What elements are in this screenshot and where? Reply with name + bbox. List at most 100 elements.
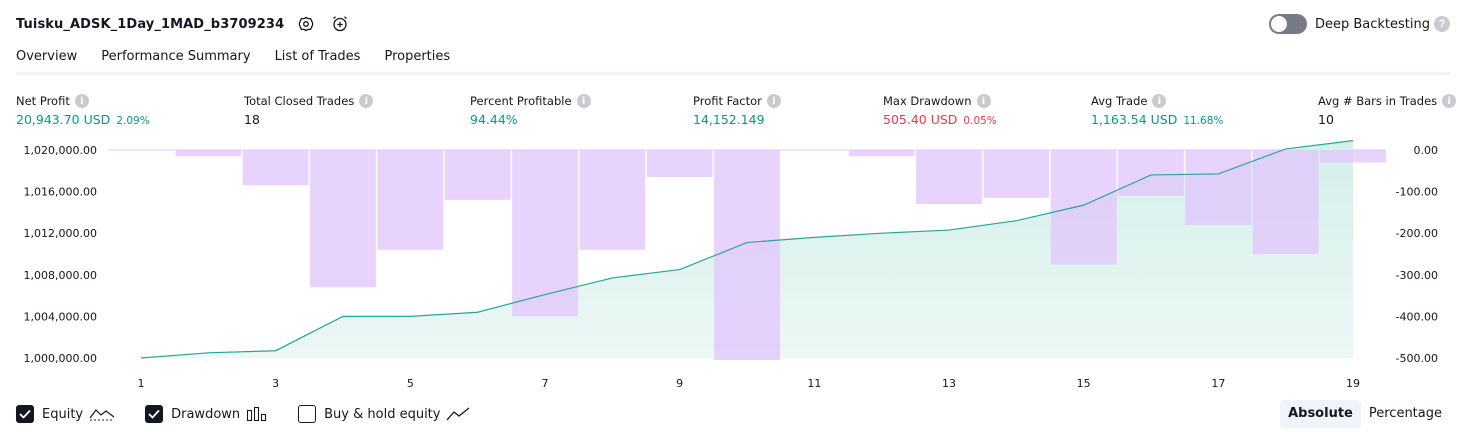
metric-avg-bars-in-trades: Avg # Bars in Trades i 10 <box>1318 93 1457 127</box>
y-left-tick-label: 1,020,000.00 <box>24 144 97 157</box>
deep-backtesting: Deep Backtesting ? <box>1268 12 1450 36</box>
drawdown-bar <box>781 150 848 151</box>
metric-label: Profit Factor <box>693 94 762 108</box>
tab-overview[interactable]: Overview <box>16 46 78 75</box>
metric-value: 20,943.70 USD <box>16 112 111 127</box>
drawdown-bar <box>512 150 578 317</box>
info-icon[interactable]: i <box>766 94 781 108</box>
metric-label: Net Profit <box>16 94 70 108</box>
metric-percent: 0.05% <box>963 115 997 127</box>
value-mode-toggle: Absolute Percentage <box>1280 400 1450 428</box>
info-icon[interactable]: i <box>359 94 374 108</box>
info-icon[interactable]: i <box>1442 94 1457 108</box>
tab-divider <box>16 72 1450 75</box>
buy-hold-line-icon <box>446 407 470 421</box>
tab-properties[interactable]: Properties <box>384 49 451 64</box>
absolute-button[interactable]: Absolute <box>1280 400 1361 428</box>
x-tick-label: 9 <box>676 377 683 390</box>
equity-drawdown-chart: 1,000,000.00 1,004,000.00 1,008,000.00 1,01… <box>24 140 1439 390</box>
x-tick-label: 17 <box>1211 377 1225 390</box>
metric-value: 18 <box>244 112 260 127</box>
tab-list-of-trades[interactable]: List of Trades <box>274 49 361 64</box>
metric-label: Avg Trade <box>1091 94 1148 108</box>
drawdown-bar <box>175 150 242 157</box>
drawdown-bar <box>916 150 982 205</box>
y-right-tick-label: 0.00 <box>1414 144 1439 157</box>
drawdown-bar <box>310 150 376 288</box>
metric-total-closed-trades: Total Closed Trades i 18 <box>244 93 374 127</box>
drawdown-bar <box>848 150 915 157</box>
y-right-tick-label: -200.00 <box>1396 227 1438 240</box>
y-right-tick-label: -400.00 <box>1396 310 1438 323</box>
x-tick-label: 13 <box>942 377 956 390</box>
metric-value: 1,163.54 USD <box>1091 112 1178 127</box>
metric-label: Max Drawdown <box>883 94 972 108</box>
drawdown-bar <box>1320 150 1386 163</box>
y-left-tick-label: 1,008,000.00 <box>24 269 97 282</box>
drawdown-bar <box>444 150 511 200</box>
equity-line <box>140 140 1354 359</box>
tab-bar: Overview Performance Summary List of Tra… <box>16 46 474 75</box>
drawdown-bars-icon <box>247 406 267 422</box>
tab-performance-summary[interactable]: Performance Summary <box>101 49 251 64</box>
chart-legend: Equity Drawdown Buy & hold equity <box>16 402 500 426</box>
info-icon[interactable]: i <box>74 94 89 108</box>
metric-percent-profitable: Percent Profitable i 94.44% <box>470 93 591 127</box>
metric-percent: 2.09% <box>116 115 150 127</box>
deep-backtesting-toggle[interactable] <box>1268 14 1307 34</box>
metric-avg-trade: Avg Trade i 1,163.54 USD 11.68% <box>1091 93 1223 127</box>
metric-value: 10 <box>1318 112 1334 127</box>
metric-max-drawdown: Max Drawdown i 505.40 USD 0.05% <box>883 93 997 127</box>
x-tick-label: 7 <box>542 377 549 390</box>
percentage-button[interactable]: Percentage <box>1368 406 1442 421</box>
x-tick-label: 1 <box>138 377 145 390</box>
metric-label: Avg # Bars in Trades <box>1318 94 1438 108</box>
metric-net-profit: Net Profit i 20,943.70 USD 2.09% <box>16 93 150 127</box>
drawdown-bar <box>1252 150 1319 254</box>
drawdown-bar <box>714 150 780 361</box>
equity-line-icon <box>89 409 115 421</box>
legend-equity[interactable]: Equity <box>16 405 115 423</box>
drawdown-bar <box>1050 150 1117 265</box>
y-right-tick-label: -300.00 <box>1396 269 1438 282</box>
metric-value: 14,152.149 <box>693 112 765 127</box>
legend-buy-hold[interactable]: Buy & hold equity <box>298 405 470 423</box>
metric-label: Total Closed Trades <box>244 94 355 108</box>
x-tick-label: 15 <box>1077 377 1091 390</box>
x-tick-label: 11 <box>807 377 821 390</box>
help-icon[interactable]: ? <box>1434 16 1450 32</box>
drawdown-bar <box>1118 150 1184 196</box>
y-left-tick-label: 1,016,000.00 <box>24 186 97 199</box>
metric-profit-factor: Profit Factor i 14,152.149 <box>693 93 781 127</box>
drawdown-bar <box>983 150 1050 198</box>
y-right-tick-label: -100.00 <box>1396 186 1438 199</box>
drawdown-bar <box>1185 150 1252 225</box>
drawdown-checkbox[interactable] <box>145 405 164 423</box>
y-left-tick-label: 1,012,000.00 <box>24 227 97 240</box>
metric-value: 505.40 USD <box>883 112 958 127</box>
drawdown-bar <box>242 150 309 186</box>
drawdown-bar <box>579 150 646 250</box>
info-icon[interactable]: i <box>1152 94 1167 108</box>
x-tick-label: 3 <box>272 377 279 390</box>
drawdown-label: Drawdown <box>171 406 241 422</box>
buy-hold-checkbox[interactable] <box>298 405 317 423</box>
settings-icon[interactable] <box>294 12 318 36</box>
drawdown-bar <box>108 150 174 151</box>
y-right-tick-label: -500.00 <box>1396 352 1438 365</box>
x-tick-label: 19 <box>1346 377 1360 390</box>
legend-drawdown[interactable]: Drawdown <box>145 405 268 423</box>
equity-checkbox[interactable] <box>16 405 34 423</box>
drawdown-bar <box>377 150 444 250</box>
add-alert-icon[interactable] <box>328 12 352 36</box>
equity-label: Equity <box>42 406 84 422</box>
buy-hold-label: Buy & hold equity <box>324 406 441 422</box>
y-left-tick-label: 1,004,000.00 <box>24 310 97 323</box>
x-tick-label: 5 <box>407 377 414 390</box>
deep-backtesting-label: Deep Backtesting <box>1314 16 1430 32</box>
strategy-title: Tuisku_ADSK_1Day_1MAD_b3709234 <box>16 16 285 32</box>
info-icon[interactable]: i <box>576 94 591 108</box>
metric-label: Percent Profitable <box>470 94 572 108</box>
metrics-row: Net Profit i 20,943.70 USD 2.09% Total Clo… <box>16 93 1457 133</box>
info-icon[interactable]: i <box>976 94 991 108</box>
